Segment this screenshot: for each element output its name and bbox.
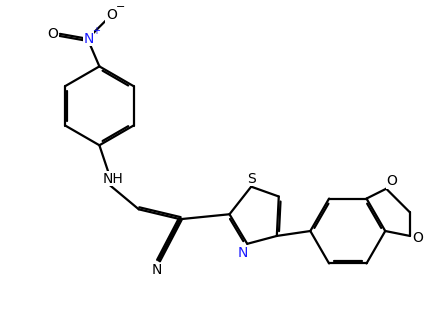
- Text: O: O: [106, 8, 117, 22]
- Text: NH: NH: [103, 172, 124, 186]
- Text: O: O: [387, 174, 397, 188]
- Text: N: N: [238, 246, 248, 260]
- Text: N: N: [151, 264, 162, 277]
- Text: O: O: [412, 231, 423, 245]
- Text: S: S: [247, 172, 256, 186]
- Text: O: O: [48, 27, 58, 41]
- Text: −: −: [115, 2, 125, 12]
- Text: N: N: [83, 32, 94, 46]
- Text: +: +: [92, 26, 101, 36]
